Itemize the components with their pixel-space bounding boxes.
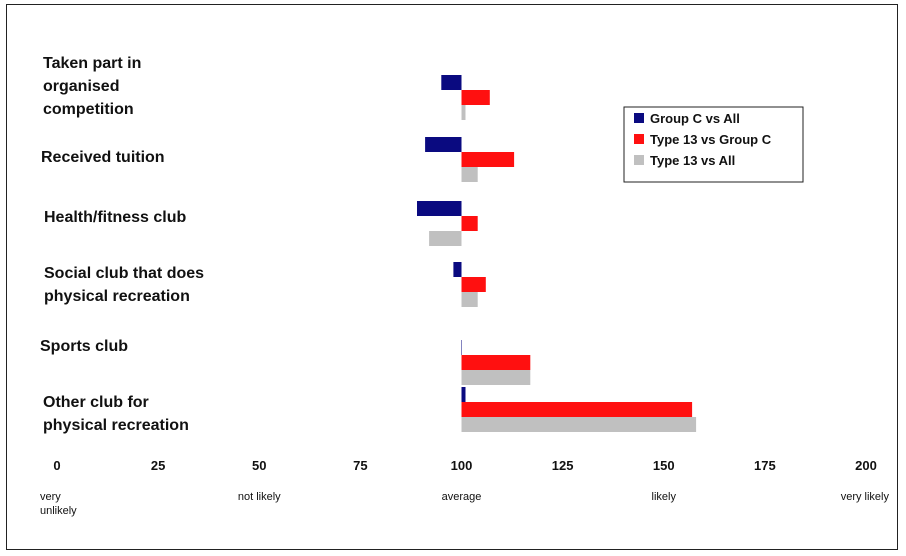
bar-1-category-3 [417, 201, 462, 216]
x-tick-label: 50 [252, 458, 266, 473]
category-label-1: competition [43, 101, 134, 118]
scale-label: likely [652, 491, 677, 503]
category-label-6: Other club for [43, 394, 149, 411]
bar-2-category-2 [461, 152, 515, 167]
legend-swatch-3 [634, 155, 644, 165]
x-tick-label: 100 [451, 458, 473, 473]
legend-swatch-1 [634, 113, 644, 123]
bar-2-category-5 [461, 355, 531, 370]
category-label-4: Social club that does [44, 265, 204, 282]
legend-box [623, 106, 804, 183]
x-tick-label: 200 [855, 458, 877, 473]
category-label-1: organised [43, 78, 119, 95]
bar-1-category-5 [461, 340, 462, 355]
x-tick-label: 175 [754, 458, 776, 473]
bar-1-category-4 [453, 262, 462, 277]
legend-label-2: Type 13 vs Group C [650, 132, 772, 147]
scale-label: very likely [841, 491, 890, 503]
x-tick-label: 25 [151, 458, 165, 473]
category-label-4: physical recreation [44, 288, 190, 305]
bar-3-category-2 [461, 167, 478, 182]
bar-3-category-6 [461, 417, 697, 432]
chart-frame [6, 4, 898, 550]
x-tick-label: 150 [653, 458, 675, 473]
category-label-1: Taken part in [43, 55, 141, 72]
legend-label-1: Group C vs All [650, 111, 740, 126]
bar-2-category-1 [461, 90, 490, 105]
scale-label: average [442, 491, 482, 503]
scale-label: unlikely [40, 505, 77, 517]
x-tick-label: 125 [552, 458, 574, 473]
category-label-5: Sports club [40, 338, 128, 355]
scale-label: not likely [238, 491, 281, 503]
bar-2-category-6 [461, 402, 693, 417]
category-label-3: Health/fitness club [44, 209, 186, 226]
bar-3-category-4 [461, 292, 478, 307]
bar-1-category-1 [441, 75, 462, 90]
category-label-6: physical recreation [43, 417, 189, 434]
bar-1-category-2 [425, 137, 462, 152]
legend-swatch-2 [634, 134, 644, 144]
x-tick-label: 75 [353, 458, 367, 473]
bar-2-category-4 [461, 277, 486, 292]
bar-3-category-5 [461, 370, 531, 385]
bar-3-category-1 [461, 105, 466, 120]
bar-1-category-6 [461, 387, 466, 402]
x-tick-label: 0 [53, 458, 60, 473]
bar-2-category-3 [461, 216, 478, 231]
scale-label: very [40, 491, 61, 503]
category-label-2: Received tuition [41, 149, 165, 166]
legend-label-3: Type 13 vs All [650, 153, 735, 168]
bar-3-category-3 [429, 231, 462, 246]
